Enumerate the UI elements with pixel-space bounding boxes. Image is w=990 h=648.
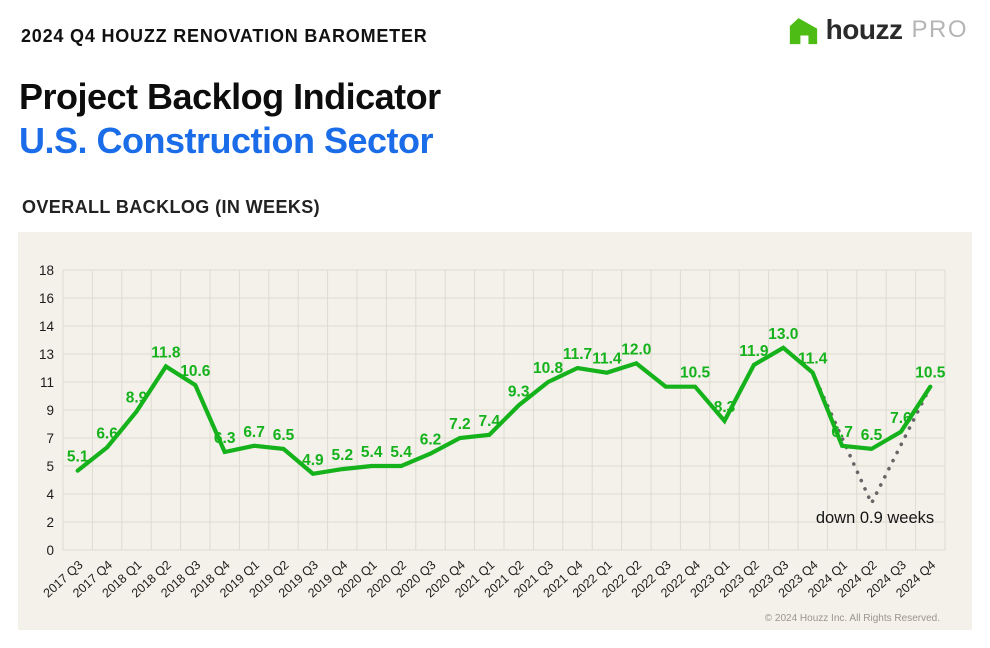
data-point-label: 6.7 <box>831 424 853 441</box>
data-point-label: 7.2 <box>449 416 471 433</box>
data-point-label: 6.7 <box>243 424 265 441</box>
data-point-label: 5.2 <box>332 447 354 464</box>
chart-section-label: OVERALL BACKLOG (IN WEEKS) <box>22 197 321 217</box>
data-point-label: 11.8 <box>151 344 181 361</box>
data-point-label: 6.5 <box>273 427 295 444</box>
data-point-label: 10.6 <box>180 363 211 380</box>
y-tick-label: 4 <box>46 487 54 502</box>
y-tick-label: 7 <box>46 431 54 446</box>
data-point-label: 11.4 <box>798 351 828 368</box>
y-tick-label: 2 <box>46 515 54 530</box>
y-tick-label: 18 <box>39 263 54 278</box>
chart-panel: 0 2 4 5 7 9 11 13 14 16 18 2017 Q3 2017 Q4 2018 Q1 201… <box>18 232 972 630</box>
data-point-label: 10.8 <box>533 360 564 377</box>
y-tick-label: 5 <box>46 459 54 474</box>
data-point-label: 10.5 <box>915 365 946 382</box>
chart-gridlines <box>62 269 946 551</box>
page-subtitle: U.S. Construction Sector <box>19 120 434 161</box>
data-point-label: 7.4 <box>479 413 501 430</box>
data-point-label: 6.6 <box>96 425 118 442</box>
data-point-label: 5.4 <box>361 444 383 461</box>
y-axis-tick-labels: 0 2 4 5 7 9 11 13 14 16 18 <box>39 263 55 558</box>
houzz-pro-logo: houzz PRO <box>788 14 968 46</box>
y-tick-label: 13 <box>39 347 54 362</box>
data-point-label: 4.9 <box>302 452 324 469</box>
y-tick-label: 11 <box>40 375 54 390</box>
data-point-label: 10.5 <box>680 365 711 382</box>
data-point-label: 5.1 <box>67 449 89 466</box>
backlog-series-line <box>75 345 933 477</box>
copyright-text: © 2024 Houzz Inc. All Rights Reserved. <box>764 613 940 624</box>
y-tick-label: 9 <box>46 403 54 418</box>
chart-annotation: down 0.9 weeks <box>815 509 935 527</box>
houzz-house-icon <box>789 17 817 44</box>
y-tick-label: 0 <box>46 543 54 558</box>
data-point-label: 12.0 <box>621 341 651 358</box>
data-point-label: 8.3 <box>714 399 736 416</box>
data-point-label: 8.9 <box>126 390 148 407</box>
data-point-label: 7.6 <box>890 410 912 427</box>
data-point-label: 5.4 <box>390 444 412 461</box>
page-title: Project Backlog Indicator <box>19 76 441 117</box>
logo-pro-text: PRO <box>911 16 968 43</box>
data-point-label: 11.4 <box>592 351 622 368</box>
data-point-labels: 5.1 6.6 8.9 11.8 10.6 6.3 6.7 6.5 4.9 5.2 5.4 5.4 6.… <box>67 326 946 469</box>
data-point-label: 11.9 <box>739 343 769 360</box>
data-point-label: 6.5 <box>861 427 883 444</box>
data-point-label: 11.7 <box>563 346 592 363</box>
y-tick-label: 16 <box>39 291 54 306</box>
logo-brand-text: houzz <box>825 14 903 45</box>
data-point-label: 6.3 <box>214 430 236 447</box>
data-point-label: 9.3 <box>508 383 530 400</box>
y-tick-label: 14 <box>39 319 55 334</box>
data-point-label: 6.2 <box>420 432 442 449</box>
report-kicker: 2024 Q4 HOUZZ RENOVATION BAROMETER <box>21 26 428 46</box>
data-point-label: 13.0 <box>768 326 798 343</box>
